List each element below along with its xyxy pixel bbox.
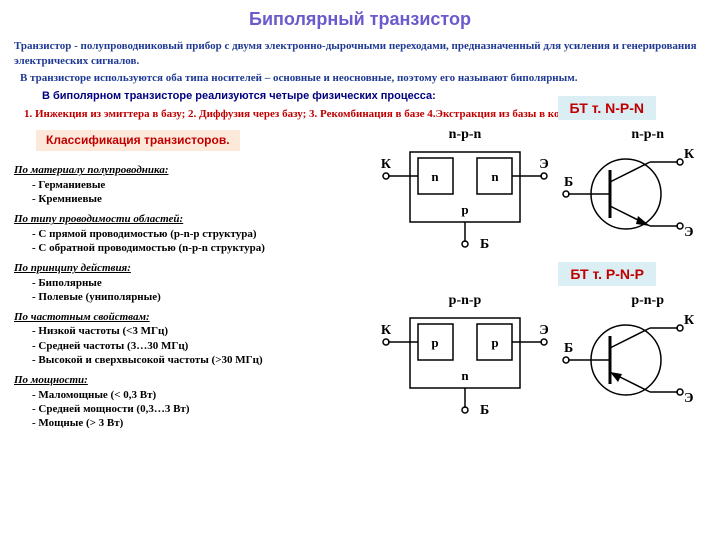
npn-left: К (381, 157, 392, 172)
pnp-top-label: p-n-p (449, 293, 482, 308)
npn-top-label: n-p-n (449, 127, 482, 142)
pnp-sym-b: Б (564, 341, 573, 356)
pnp-l2: p (491, 335, 498, 350)
cat-head: По материалу полупроводника: (14, 163, 374, 177)
cat-item: - Биполярные (14, 276, 374, 290)
npn-row: n-p-n n n p К Э Б n-p (380, 124, 706, 254)
pnp-sym-e: Э (684, 391, 694, 406)
cat-conductivity: По типу проводимости областей: - С прямо… (14, 212, 374, 255)
pnp-block-diagram: p-n-p p p n К Э Б (380, 290, 550, 420)
pnp-left: К (381, 323, 392, 338)
cat-item: - Высокой и сверхвысокой частоты (>30 МГ… (14, 353, 374, 367)
npn-l1: n (431, 169, 439, 184)
pnp-sym-top: p-n-p (631, 293, 664, 308)
cat-principle: По принципу действия: - Биполярные - Пол… (14, 261, 374, 304)
page-title: Биполярный транзистор (14, 8, 706, 31)
classification-heading: Классификация транзисторов. (36, 130, 240, 152)
npn-l2: n (491, 169, 499, 184)
npn-bottom: Б (480, 237, 489, 252)
cat-frequency: По частотным свойствам: - Низкой частоты… (14, 310, 374, 367)
right-column: БТ т. N-P-N n-p-n n n p К Э (380, 124, 706, 431)
left-column: Классификация транзисторов. По материалу… (14, 124, 380, 431)
cat-item: - Кремниевые (14, 192, 374, 206)
npn-sym-b: Б (564, 175, 573, 190)
type-pnp-label: БТ т. P-N-P (558, 262, 656, 286)
npn-sym-k: К (684, 147, 695, 162)
npn-sym-top: n-p-n (631, 127, 664, 142)
cat-item: - Средней мощности (0,3…3 Вт) (14, 402, 374, 416)
cat-head: По мощности: (14, 373, 374, 387)
pnp-symbol: p-n-p Б К Э (556, 290, 696, 420)
cat-item: - Полевые (униполярные) (14, 290, 374, 304)
cat-item: - Германиевые (14, 178, 374, 192)
pnp-sym-k: К (684, 313, 695, 328)
cat-material: По материалу полупроводника: - Германиев… (14, 163, 374, 206)
npn-symbol: n-p-n Б К Э (556, 124, 696, 254)
cat-head: По частотным свойствам: (14, 310, 374, 324)
npn-mid: p (461, 202, 468, 217)
pnp-bottom: Б (480, 403, 489, 418)
cat-head: По принципу действия: (14, 261, 374, 275)
cat-item: - С прямой проводимостью (p-n-p структур… (14, 227, 374, 241)
pnp-mid: n (461, 368, 469, 383)
npn-block-diagram: n-p-n n n p К Э Б (380, 124, 550, 254)
pnp-right: Э (539, 323, 549, 338)
npn-sym-e: Э (684, 225, 694, 240)
cat-item: - Средней частоты (3…30 МГц) (14, 339, 374, 353)
cat-power: По мощности: - Маломощные (< 0,3 Вт) - С… (14, 373, 374, 430)
intro-text: Транзистор - полупроводниковый прибор с … (14, 39, 706, 68)
cat-item: - Низкой частоты (<3 МГц) (14, 324, 374, 338)
type-npn-label: БТ т. N-P-N (558, 96, 656, 120)
pnp-row: p-n-p p p n К Э Б p-n-p (380, 290, 706, 420)
pnp-l1: p (431, 335, 438, 350)
cat-item: - С обратной проводимостью (n-p-n структ… (14, 241, 374, 255)
cat-item: - Мощные (> 3 Вт) (14, 416, 374, 430)
cat-head: По типу проводимости областей: (14, 212, 374, 226)
note-text: В транзисторе используются оба типа носи… (20, 71, 706, 85)
npn-right: Э (539, 157, 549, 172)
cat-item: - Маломощные (< 0,3 Вт) (14, 388, 374, 402)
